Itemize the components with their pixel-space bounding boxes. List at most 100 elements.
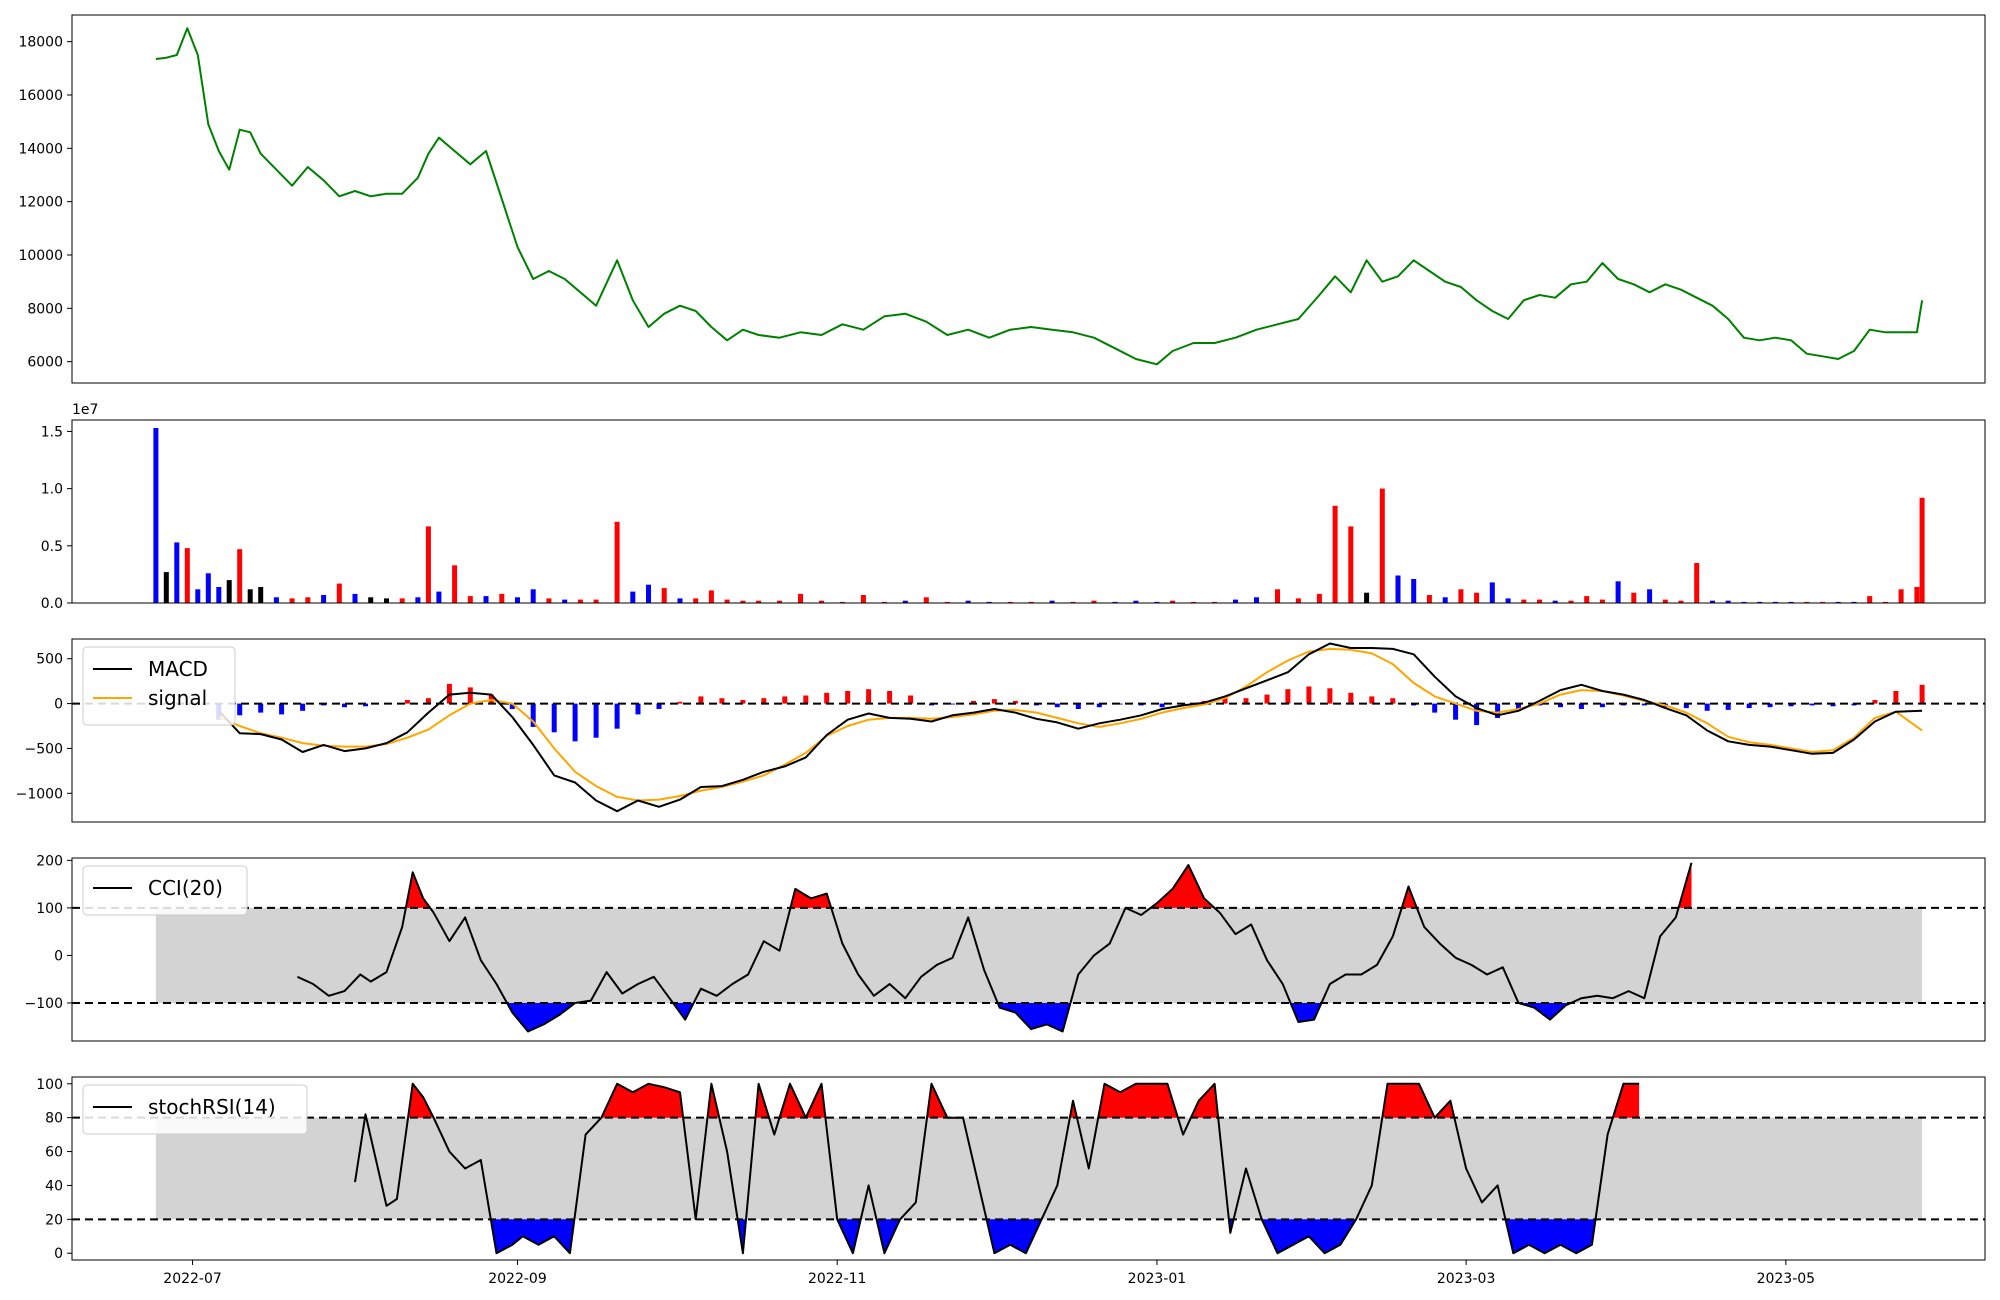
volume-bar: [708, 590, 714, 603]
y-tick-label: 500: [36, 652, 63, 668]
cci-oversold-fill: [997, 1003, 1071, 1032]
stochrsi-overbought-fill: [779, 1083, 826, 1118]
macd-histogram-bar: [677, 701, 683, 704]
volume-bar: [1426, 595, 1432, 603]
volume-bar: [986, 601, 992, 603]
y-tick-label: −1000: [16, 786, 63, 802]
macd-histogram-bar: [1243, 698, 1249, 704]
macd-legend: MACD signal: [82, 646, 236, 726]
volume-bar: [1474, 592, 1480, 603]
volume-bar: [1851, 601, 1857, 603]
volume-bar: [1133, 600, 1139, 603]
macd-histogram-bar: [1453, 703, 1459, 720]
volume-bar: [452, 565, 458, 603]
price-line: [155, 27, 1924, 366]
volume-bar: [1631, 592, 1637, 603]
volume-bar: [247, 589, 253, 603]
volume-bar: [1233, 599, 1238, 603]
macd-histogram-bar: [467, 687, 473, 704]
macd-histogram-bar: [1558, 703, 1563, 708]
volume-bar: [1332, 505, 1338, 603]
volume-bar: [1757, 601, 1763, 603]
stochrsi-overbought-fill: [1098, 1083, 1178, 1118]
volume-bar: [1835, 601, 1841, 603]
volume-bar: [1170, 600, 1176, 603]
macd-histogram-bar: [782, 696, 788, 704]
volume-bar: [740, 600, 746, 603]
volume-bar: [336, 583, 342, 603]
y-tick-label: 0.5: [41, 539, 63, 555]
y-tick-label: 14000: [18, 141, 63, 157]
y-tick-label: −500: [25, 741, 63, 757]
macd-histogram-bar: [1578, 703, 1584, 709]
x-tick-label: 2023-01: [1128, 1271, 1187, 1287]
macd-histogram-bar: [1704, 703, 1710, 711]
volume-bar: [530, 589, 536, 603]
cci-panel-frame: [71, 857, 1986, 1042]
volume-bar: [1867, 596, 1873, 603]
cci-oversold-fill: [673, 1003, 694, 1020]
stochrsi-overbought-fill: [1382, 1083, 1455, 1118]
volume-bar: [777, 600, 782, 603]
macd-histogram-bar: [1348, 692, 1354, 704]
stochrsi-overbought-fill: [408, 1083, 434, 1118]
macd-histogram-bar: [1495, 703, 1501, 718]
volume-bar: [839, 601, 845, 603]
macd-histogram-bar: [1285, 689, 1291, 704]
stochrsi-line: [354, 1082, 1640, 1255]
volume-bar: [258, 587, 264, 603]
legend-box: [82, 1084, 308, 1135]
volume-bar: [693, 598, 699, 603]
volume-bar: [515, 597, 520, 603]
volume-bar: [1694, 563, 1700, 603]
volume-bar: [965, 600, 971, 603]
volume-bar: [902, 600, 908, 603]
y-tick-label: 16000: [18, 88, 63, 104]
volume-bar: [630, 591, 636, 603]
volume-bar: [923, 597, 929, 603]
volume-bar: [1316, 593, 1322, 603]
volume-bar: [216, 587, 222, 603]
macd-histogram-bar: [551, 703, 557, 733]
volume-bar: [1521, 599, 1527, 603]
macd-histogram-bar: [950, 703, 955, 705]
macd-histogram-bar: [363, 703, 368, 707]
macd-histogram-bar: [1390, 698, 1396, 704]
volume-bar: [562, 599, 568, 603]
volume-bar: [153, 428, 159, 603]
y-tick-label: 6000: [27, 355, 63, 371]
volume-bar: [1275, 589, 1280, 603]
macd-panel-frame: [71, 638, 1986, 823]
cci-oversold-fill: [1518, 1003, 1571, 1020]
macd-histogram-bar: [1474, 703, 1480, 726]
macd-histogram-bar: [635, 703, 641, 715]
volume-bar: [1049, 600, 1055, 603]
macd-histogram-bar: [1788, 703, 1794, 707]
volume-bar: [1411, 579, 1417, 603]
volume-bar: [1662, 599, 1668, 603]
cci-legend: CCI(20): [82, 865, 248, 916]
macd-histogram-bar: [425, 698, 431, 704]
volume-bar: [1091, 600, 1097, 603]
x-tick-label: 2022-07: [163, 1271, 222, 1287]
x-tick-label: 2022-09: [488, 1271, 547, 1287]
macd-histogram-bar: [1683, 703, 1689, 709]
legend-label: signal: [148, 686, 207, 710]
y-tick-label: 1.0: [41, 482, 63, 498]
macd-histogram-bar: [509, 703, 515, 709]
y-tick-label: 80: [45, 1111, 63, 1127]
macd-histogram-bar: [572, 703, 578, 742]
macd-histogram-bar: [1725, 703, 1731, 710]
macd-histogram-bar: [991, 699, 997, 704]
volume-bar: [1568, 600, 1574, 603]
macd-histogram-bar: [342, 703, 347, 708]
stochrsi-overbought-fill: [1191, 1083, 1219, 1118]
volume-bar: [724, 599, 730, 603]
macd-histogram-bar: [1893, 691, 1899, 704]
macd-histogram-bar: [740, 700, 746, 704]
stochrsi-overbought-fill: [1612, 1083, 1640, 1118]
volume-bar: [273, 597, 279, 603]
macd-histogram-bar: [1264, 694, 1270, 704]
volume-bar: [1914, 587, 1920, 603]
y-tick-label: 0: [54, 948, 63, 964]
